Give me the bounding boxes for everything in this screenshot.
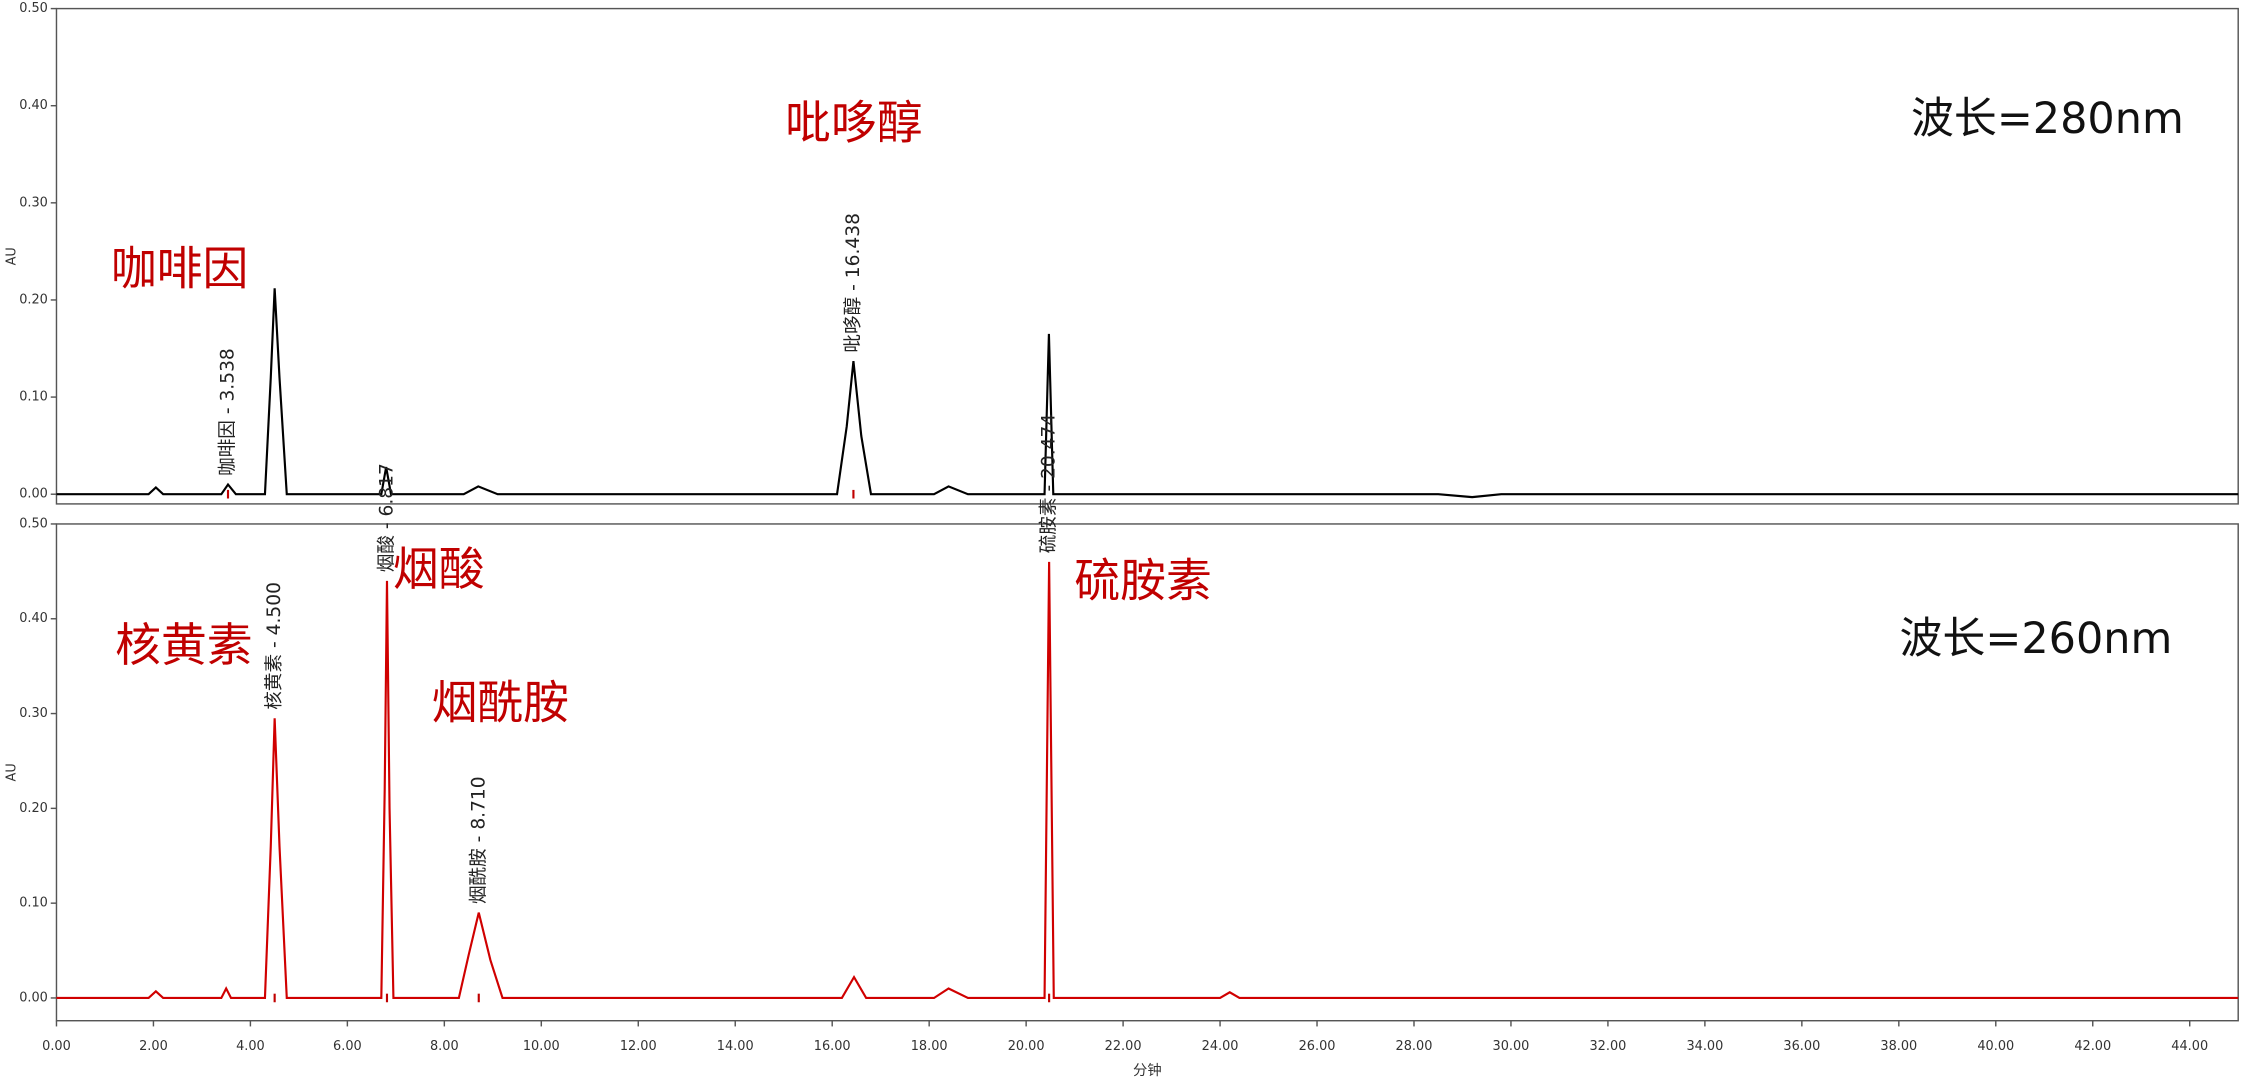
- x-tick-label: 22.00: [1105, 1039, 1142, 1054]
- y-tick-label: 0.50: [19, 1, 48, 16]
- peak-name: 烟酰胺: [432, 675, 569, 729]
- x-tick-label: 28.00: [1396, 1039, 1433, 1054]
- x-tick-label: 6.00: [333, 1039, 362, 1054]
- x-tick-label: 40.00: [1977, 1039, 2014, 1054]
- trace: [56, 288, 2239, 499]
- peak-label: 烟酰胺 - 8.710: [468, 776, 489, 904]
- plot-frame: [55, 7, 2239, 505]
- x-tick-label: 38.00: [1880, 1039, 1917, 1054]
- x-tick-label: 42.00: [2074, 1039, 2111, 1054]
- peak-name: 咖啡因: [111, 241, 248, 295]
- x-tick-label: 0.00: [42, 1039, 71, 1054]
- y-axis-label: AU: [5, 247, 20, 265]
- peak-label: 烟酸 - 6.817: [376, 463, 397, 572]
- y-tick-label: 0.40: [19, 611, 48, 626]
- x-tick-label: 8.00: [430, 1039, 459, 1054]
- y-tick-label: 0.10: [19, 390, 48, 405]
- y-tick-label: 0.20: [19, 801, 48, 816]
- peak-name: 吡哆醇: [785, 95, 922, 149]
- peak-name: 核黄素: [115, 618, 252, 672]
- x-tick-label: 4.00: [236, 1039, 265, 1054]
- y-tick-label: 0.30: [19, 195, 48, 210]
- y-tick-label: 0.10: [19, 896, 48, 911]
- x-tick-label: 44.00: [2171, 1039, 2208, 1054]
- x-tick-label: 24.00: [1202, 1039, 1239, 1054]
- plot-frame: [55, 523, 2239, 1022]
- peak-name: 烟酸: [393, 542, 485, 596]
- x-tick-label: 12.00: [620, 1039, 657, 1054]
- y-tick-label: 0.50: [19, 516, 48, 531]
- x-tick-label: 34.00: [1686, 1039, 1723, 1054]
- y-axis-label: AU: [5, 763, 20, 781]
- wavelength-label: 波长=280nm: [1911, 94, 2184, 144]
- y-tick-label: 0.00: [19, 990, 48, 1005]
- peak-label: 吡哆醇 - 16.438: [843, 213, 864, 352]
- x-tick-label: 32.00: [1589, 1039, 1626, 1054]
- peak-name: 硫胺素: [1074, 554, 1211, 608]
- x-tick-label: 16.00: [814, 1039, 851, 1054]
- y-tick-label: 0.00: [19, 487, 48, 502]
- x-tick-label: 10.00: [523, 1039, 560, 1054]
- y-tick-label: 0.30: [19, 706, 48, 721]
- peak-label: 咖啡因 - 3.538: [218, 348, 239, 476]
- y-tick-label: 0.40: [19, 98, 48, 113]
- y-tick-label: 0.20: [19, 292, 48, 307]
- trace: [56, 561, 2239, 1000]
- x-tick-label: 2.00: [139, 1039, 168, 1054]
- x-tick-label: 30.00: [1493, 1039, 1530, 1054]
- x-tick-label: 14.00: [717, 1039, 754, 1054]
- x-tick-label: 26.00: [1299, 1039, 1336, 1054]
- x-axis-label: 分钟: [1133, 1062, 1162, 1079]
- peak-label: 硫胺素 - 20.474: [1039, 414, 1060, 553]
- peak-label: 核黄素 - 4.500: [264, 582, 285, 710]
- x-tick-label: 36.00: [1783, 1039, 1820, 1054]
- wavelength-label: 波长=260nm: [1899, 614, 2172, 664]
- x-tick-label: 18.00: [911, 1039, 948, 1054]
- x-tick-label: 20.00: [1008, 1039, 1045, 1054]
